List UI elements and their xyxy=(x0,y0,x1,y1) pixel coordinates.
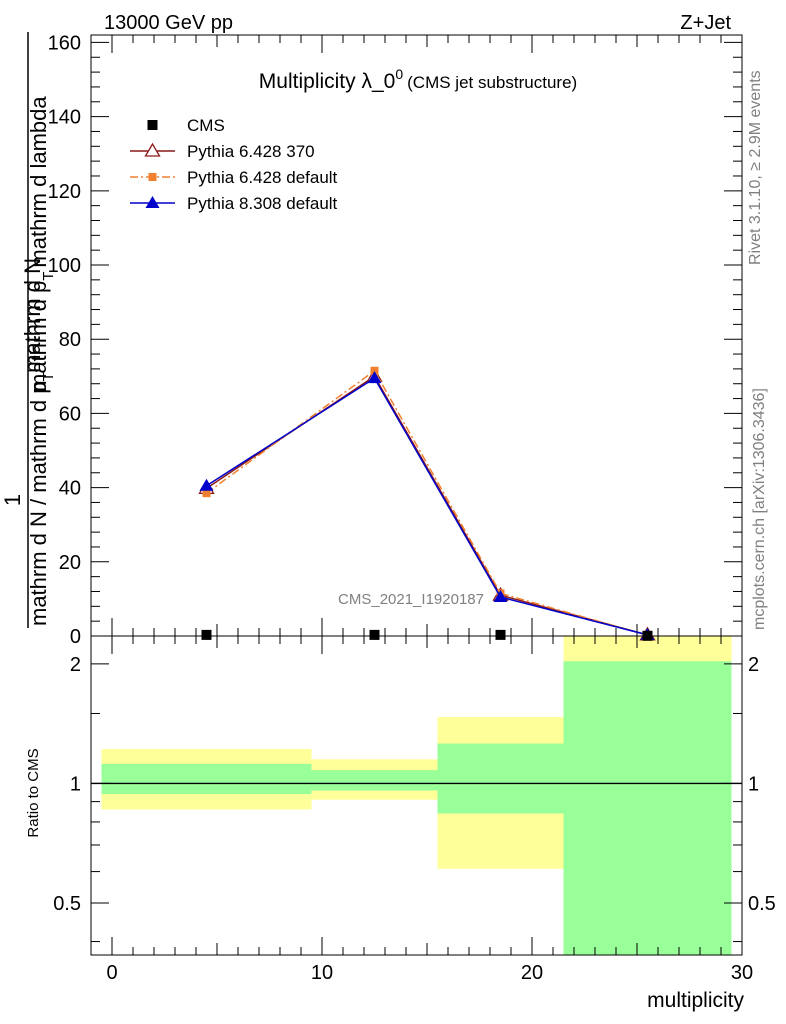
series-point xyxy=(202,489,211,498)
main-y-tick-label: 60 xyxy=(59,403,81,425)
y-title-denom-1: mathrm d N / mathrm d pT xyxy=(26,372,57,626)
chart-title-sup: 0 xyxy=(395,66,403,82)
y-title-sub-1: T xyxy=(40,372,57,381)
ratio-y-tick-label: 0.5 xyxy=(53,893,81,915)
x-tick-label: 0 xyxy=(106,962,117,984)
mcplots-label: mcplots.cern.ch [arXiv:1306.3436] xyxy=(751,388,768,630)
legend-marker xyxy=(145,196,160,208)
main-y-tick-label: 80 xyxy=(59,329,81,351)
main-y-tick-label: 160 xyxy=(48,32,81,54)
ratio-y-tick-label: 2 xyxy=(70,654,81,676)
y-title-dpt: mathrm d p xyxy=(26,281,51,392)
series-point xyxy=(367,371,382,384)
ratio-band-green xyxy=(101,763,312,795)
main-y-tick-label: 100 xyxy=(48,255,81,277)
main-y-tick-label: 140 xyxy=(48,107,81,129)
ratio-band-green xyxy=(311,770,438,791)
main-y-axis-title: 1 mathrm d N / mathrm d pT mathrm d N ma… xyxy=(0,32,57,628)
main-y-tick-label: 120 xyxy=(48,181,81,203)
main-axes: 0 20 40 60 80 100 120 140 160 xyxy=(48,32,743,648)
y-title-dndpt: mathrm d N / mathrm d p xyxy=(26,381,51,626)
legend-label: Pythia 6.428 370 xyxy=(187,142,315,161)
main-y-tick-label: 0 xyxy=(70,626,81,648)
main-series xyxy=(198,366,656,641)
ratio-y-tick-label-right: 0.5 xyxy=(748,893,776,915)
series-point xyxy=(201,629,212,640)
y-title-denom-2: mathrm d pTmathrm d lambda xyxy=(26,96,57,392)
main-y-tick-label: 20 xyxy=(59,552,81,574)
y-title-dn: mathrm d N xyxy=(20,258,45,373)
chart-title-main: Multiplicity λ_0 xyxy=(259,70,396,93)
ratio-y-tick-label: 1 xyxy=(70,773,81,795)
energy-label: 13000 GeV pp xyxy=(104,12,233,34)
series-point xyxy=(369,629,380,640)
series-point xyxy=(493,590,508,603)
chart-title: Multiplicity λ_00 (CMS jet substructure) xyxy=(259,66,577,93)
main-frame xyxy=(90,34,743,637)
series-point xyxy=(495,629,506,640)
y-title-sub-2: T xyxy=(40,272,57,281)
legend-label: CMS xyxy=(187,116,225,135)
ratio-y-tick-label-right: 1 xyxy=(748,773,759,795)
y-title-dlambda: mathrm d lambda xyxy=(26,96,51,268)
legend-label: Pythia 6.428 default xyxy=(187,168,338,187)
rivet-label: Rivet 3.1.10, ≥ 2.9M events xyxy=(747,70,764,265)
y-title-numerator: 1 xyxy=(0,494,25,506)
series-point xyxy=(370,366,379,375)
process-label: Z+Jet xyxy=(680,12,731,34)
ratio-bands xyxy=(101,636,732,955)
x-tick-label: 10 xyxy=(311,962,333,984)
main-y-tick-label: 40 xyxy=(59,478,81,500)
ratio-y-tick-label-right: 2 xyxy=(748,654,759,676)
ratio-band-green xyxy=(563,661,732,955)
legend: CMS Pythia 6.428 370 Pythia 6.428 default P… xyxy=(130,116,338,213)
series-point xyxy=(642,630,653,641)
legend-marker xyxy=(147,120,158,130)
ratio-y-title: Ratio to CMS xyxy=(25,748,42,837)
x-tick-label: 20 xyxy=(521,962,543,984)
x-tick-label: 30 xyxy=(731,962,753,984)
x-axis-title: multiplicity xyxy=(647,989,744,1012)
legend-marker xyxy=(144,142,161,157)
chart-title-paren: (CMS jet substructure) xyxy=(407,73,577,92)
series-line xyxy=(206,377,648,636)
analysis-label: CMS_2021_I1920187 xyxy=(338,591,484,608)
ratio-band-green xyxy=(437,743,564,814)
legend-marker xyxy=(148,173,157,181)
ratio-axes: 0.5 0.51 12 20 10 20 30 xyxy=(53,35,776,984)
legend-label: Pythia 8.308 default xyxy=(187,194,338,213)
series-point xyxy=(199,478,214,491)
